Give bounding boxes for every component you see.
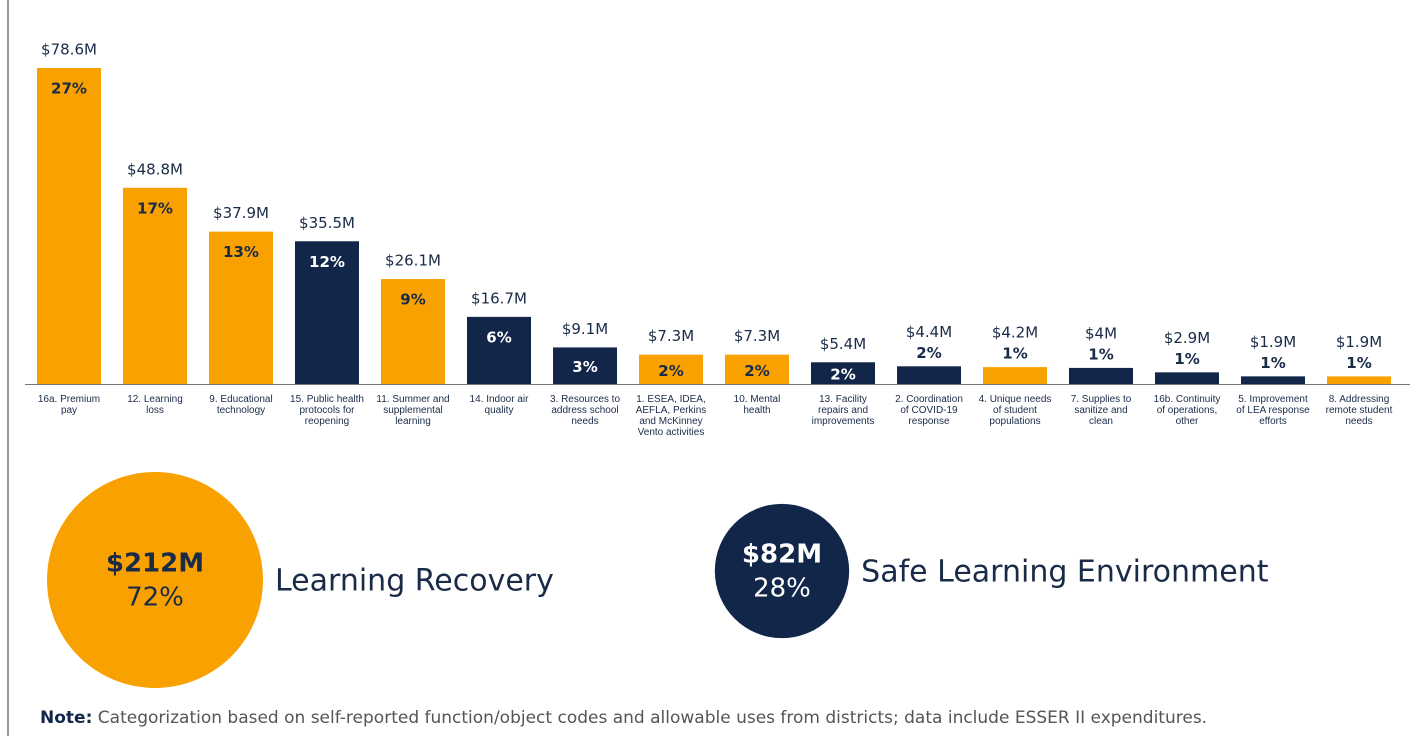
category-label: 2. Coordination of COVID-19 response — [895, 394, 963, 427]
share-label: 9% — [400, 291, 425, 309]
bar — [1241, 376, 1305, 384]
group-amount: $212M — [106, 549, 204, 579]
category-label: 12. Learning loss — [127, 394, 183, 416]
value-label: $5.4M — [820, 335, 866, 353]
bar — [1327, 376, 1391, 384]
category-label: 4. Unique needs of student populations — [978, 394, 1052, 427]
note-label: Note: — [40, 708, 93, 728]
group-amount: $82M — [742, 540, 822, 570]
value-label: $78.6M — [41, 41, 97, 59]
group-circle — [47, 472, 263, 688]
category-label: 13. Facility repairs and improvements — [811, 394, 875, 427]
value-label: $4.4M — [906, 323, 952, 341]
share-label: 1% — [1174, 350, 1199, 368]
note: Note: Categorization based on self-repor… — [40, 708, 1207, 728]
group-name: Learning Recovery — [275, 564, 554, 599]
note-text: Categorization based on self-reported fu… — [97, 708, 1208, 728]
category-label: 7. Supplies to sanitize and clean — [1070, 394, 1132, 427]
bar — [467, 316, 531, 384]
share-label: 13% — [223, 243, 259, 261]
bar — [123, 187, 187, 384]
group-share: 28% — [753, 574, 811, 604]
bar — [811, 362, 875, 384]
bar — [295, 241, 359, 384]
value-label: $1.9M — [1250, 333, 1296, 351]
bar — [983, 367, 1047, 384]
value-label: $4.2M — [992, 324, 1038, 342]
bar — [1155, 372, 1219, 384]
value-label: $48.8M — [127, 160, 183, 178]
share-label: 27% — [51, 80, 87, 98]
bar — [639, 354, 703, 384]
share-label: 17% — [137, 199, 173, 217]
group-share: 72% — [126, 583, 184, 613]
value-label: $37.9M — [213, 204, 269, 222]
value-label: $4M — [1085, 324, 1117, 342]
category-label: 16a. Premium pay — [37, 394, 101, 416]
category-label: 3. Resources to address school needs — [549, 394, 621, 427]
share-label: 12% — [309, 253, 345, 271]
category-label: 11. Summer and supplemental learning — [376, 394, 450, 427]
category-label: 14. Indoor air quality — [469, 394, 529, 416]
value-label: $7.3M — [648, 327, 694, 345]
value-label: $2.9M — [1164, 329, 1210, 347]
bar — [1069, 367, 1133, 384]
value-label: $16.7M — [471, 289, 527, 307]
bar — [37, 68, 101, 384]
share-label: 6% — [486, 328, 511, 346]
category-label: 1. ESEA, IDEA, AEFLA, Perkins and McKinn… — [635, 394, 707, 438]
group-name: Safe Learning Environment — [861, 555, 1269, 590]
value-label: $9.1M — [562, 320, 608, 338]
share-label: 2% — [830, 366, 855, 384]
bar — [725, 354, 789, 384]
share-label: 1% — [1002, 345, 1027, 363]
share-label: 3% — [572, 358, 597, 376]
share-label: 1% — [1260, 354, 1285, 372]
bar — [553, 347, 617, 384]
share-label: 2% — [916, 344, 941, 362]
bar — [381, 279, 445, 384]
bar — [209, 231, 273, 384]
share-label: 1% — [1088, 345, 1113, 363]
bar — [897, 366, 961, 384]
value-label: $1.9M — [1336, 333, 1382, 351]
category-label: 15. Public health protocols for reopenin… — [290, 394, 364, 427]
group-circle — [714, 503, 850, 639]
share-label: 2% — [658, 362, 683, 380]
category-label: 8. Addressing remote student needs — [1325, 394, 1393, 427]
category-label: 10. Mental health — [733, 394, 781, 416]
value-label: $26.1M — [385, 252, 441, 270]
category-label: 9. Educational technology — [209, 394, 273, 416]
value-label: $7.3M — [734, 327, 780, 345]
value-label: $35.5M — [299, 214, 355, 232]
category-label: 5. Improvement of LEA response efforts — [1236, 394, 1310, 427]
share-label: 2% — [744, 362, 769, 380]
category-label: 16b. Continuity of operations, other — [1153, 394, 1221, 427]
share-label: 1% — [1346, 354, 1371, 372]
